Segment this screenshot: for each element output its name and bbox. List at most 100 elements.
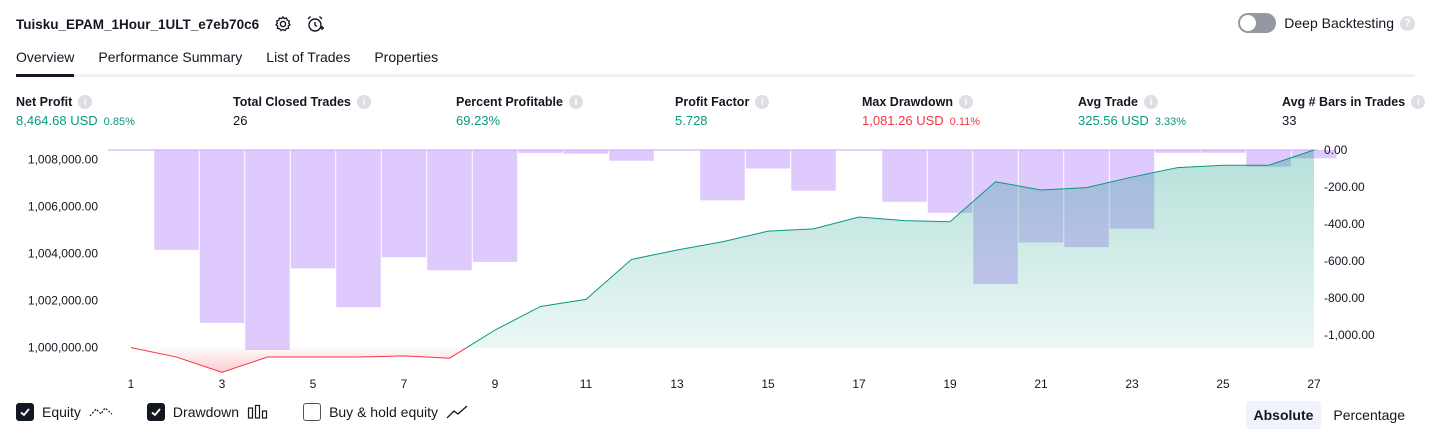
tab-overview[interactable]: Overview (16, 47, 75, 77)
metric-label: Max Drawdown (862, 95, 953, 109)
legend-buy-hold[interactable]: Buy & hold equity (303, 403, 468, 421)
drawdown-bar[interactable] (1155, 150, 1200, 153)
x-axis-tick: 19 (943, 377, 957, 391)
metric-value: 5.728 (675, 113, 708, 128)
x-axis-tick: 5 (310, 377, 317, 391)
drawdown-bar[interactable] (245, 150, 290, 350)
right-axis-tick: -600.00 (1324, 254, 1365, 268)
equity-line-icon (89, 407, 113, 417)
trend-line-icon (446, 405, 468, 419)
drawdown-bar[interactable] (472, 150, 518, 262)
bar-chart-icon (247, 404, 268, 419)
deep-backtesting-toggle[interactable] (1238, 13, 1277, 33)
info-icon[interactable]: i (568, 95, 583, 109)
x-axis-tick: 9 (492, 377, 499, 391)
strategy-name: Tuisku_EPAM_1Hour_1ULT_e7eb70c6 (16, 16, 260, 32)
legend-label: Drawdown (172, 404, 240, 420)
drawdown-bar[interactable] (336, 150, 381, 308)
metric-percent: 3.33% (1154, 116, 1187, 128)
buy-hold-checkbox[interactable] (303, 403, 322, 421)
tab-properties[interactable]: Properties (374, 49, 439, 65)
drawdown-bar[interactable] (609, 150, 654, 161)
metric-value: 26 (233, 113, 248, 128)
metric-percent: 0.11% (949, 116, 981, 128)
right-axis-tick: -1,000.00 (1324, 328, 1375, 342)
left-axis-tick: 1,008,000.00 (28, 152, 98, 166)
alarm-clock-plus-icon[interactable] (305, 14, 325, 34)
metric-value: 1,081.26 USD (862, 113, 944, 128)
toggle-knob (1240, 15, 1257, 31)
drawdown-bar[interactable] (927, 150, 973, 213)
absolute-button[interactable]: Absolute (1245, 401, 1322, 429)
info-icon[interactable]: i (755, 95, 770, 109)
metric-net-profit: Net Profit i 8,464.68 USD 0.85% (16, 94, 135, 128)
drawdown-bar[interactable] (1200, 150, 1246, 153)
drawdown-bar[interactable] (290, 150, 336, 269)
tab-list-of-trades[interactable]: List of Trades (266, 49, 351, 65)
x-axis-tick: 17 (852, 377, 866, 391)
metric-value: 69.23% (456, 113, 501, 128)
metric-avg-bars: Avg # Bars in Trades i 33 (1282, 94, 1426, 128)
x-axis-tick: 21 (1034, 377, 1048, 391)
metric-percent-profitable: Percent Profitable i 69.23% (456, 94, 583, 128)
drawdown-bar[interactable] (882, 150, 927, 202)
x-axis-tick: 7 (401, 377, 408, 391)
deep-backtesting-label: Deep Backtesting (1284, 15, 1394, 31)
chart-legend: Equity Drawdown Buy & hold equity (16, 403, 502, 421)
metric-value: 325.56 USD (1078, 113, 1149, 128)
drawdown-bar[interactable] (154, 150, 199, 250)
report-tabs: Overview Performance Summary List of Tra… (16, 47, 1415, 77)
legend-drawdown[interactable]: Drawdown (146, 403, 269, 421)
right-axis-tick: -400.00 (1324, 217, 1365, 231)
drawdown-bar[interactable] (791, 150, 836, 191)
left-axis-tick: 1,006,000.00 (28, 199, 98, 213)
deep-backtesting: Deep Backtesting ? (1238, 13, 1415, 33)
equity-loss-area (131, 347, 467, 373)
x-axis-tick: 23 (1125, 377, 1139, 391)
metric-label: Net Profit (16, 95, 73, 109)
drawdown-bar[interactable] (700, 150, 745, 201)
x-axis-tick: 11 (580, 377, 593, 391)
info-icon[interactable]: i (78, 95, 93, 109)
legend-label: Buy & hold equity (329, 404, 439, 420)
gear-icon[interactable] (273, 14, 293, 34)
drawdown-bar[interactable] (427, 150, 472, 271)
x-axis-tick: 1 (128, 377, 135, 391)
metric-label: Profit Factor (675, 95, 750, 109)
info-icon[interactable]: i (356, 95, 371, 109)
drawdown-bar[interactable] (563, 150, 609, 154)
left-axis-tick: 1,004,000.00 (28, 247, 98, 261)
metric-total-closed-trades: Total Closed Trades i 26 (233, 94, 371, 128)
drawdown-bar[interactable] (518, 150, 563, 153)
metric-value: 8,464.68 USD (16, 113, 98, 128)
info-icon[interactable]: i (959, 95, 973, 109)
tab-performance-summary[interactable]: Performance Summary (98, 49, 243, 65)
legend-equity[interactable]: Equity (16, 403, 113, 421)
metric-label: Percent Profitable (456, 95, 563, 109)
metric-label: Avg Trade (1078, 95, 1138, 109)
equity-drawdown-chart[interactable]: 1,008,000.00 1,006,000.00 1,004,000.00 1,00… (0, 140, 1431, 395)
x-axis-tick: 15 (761, 377, 775, 391)
equity-profit-area (466, 150, 1314, 348)
info-icon[interactable]: i (1411, 95, 1426, 109)
x-axis-tick: 3 (219, 377, 226, 391)
metric-percent: 0.85% (103, 116, 135, 128)
metric-label: Avg # Bars in Trades (1282, 95, 1406, 109)
metric-value: 33 (1282, 113, 1297, 128)
help-icon[interactable]: ? (1400, 15, 1415, 31)
x-axis-tick: 27 (1307, 377, 1321, 391)
percentage-button[interactable]: Percentage (1333, 407, 1405, 423)
x-axis-tick: 25 (1216, 377, 1230, 391)
scale-mode: Absolute Percentage (1242, 401, 1414, 429)
strategy-header: Tuisku_EPAM_1Hour_1ULT_e7eb70c6 (16, 12, 325, 36)
drawdown-bar[interactable] (381, 150, 427, 258)
drawdown-bar[interactable] (745, 150, 791, 169)
left-axis-tick: 1,002,000.00 (28, 294, 98, 308)
info-icon[interactable]: i (1143, 95, 1158, 109)
right-axis-tick: -800.00 (1324, 291, 1365, 305)
equity-checkbox[interactable] (16, 403, 34, 421)
right-axis-tick: -200.00 (1324, 180, 1365, 194)
drawdown-checkbox[interactable] (146, 403, 165, 421)
drawdown-bar[interactable] (199, 150, 245, 323)
legend-label: Equity (42, 404, 81, 420)
